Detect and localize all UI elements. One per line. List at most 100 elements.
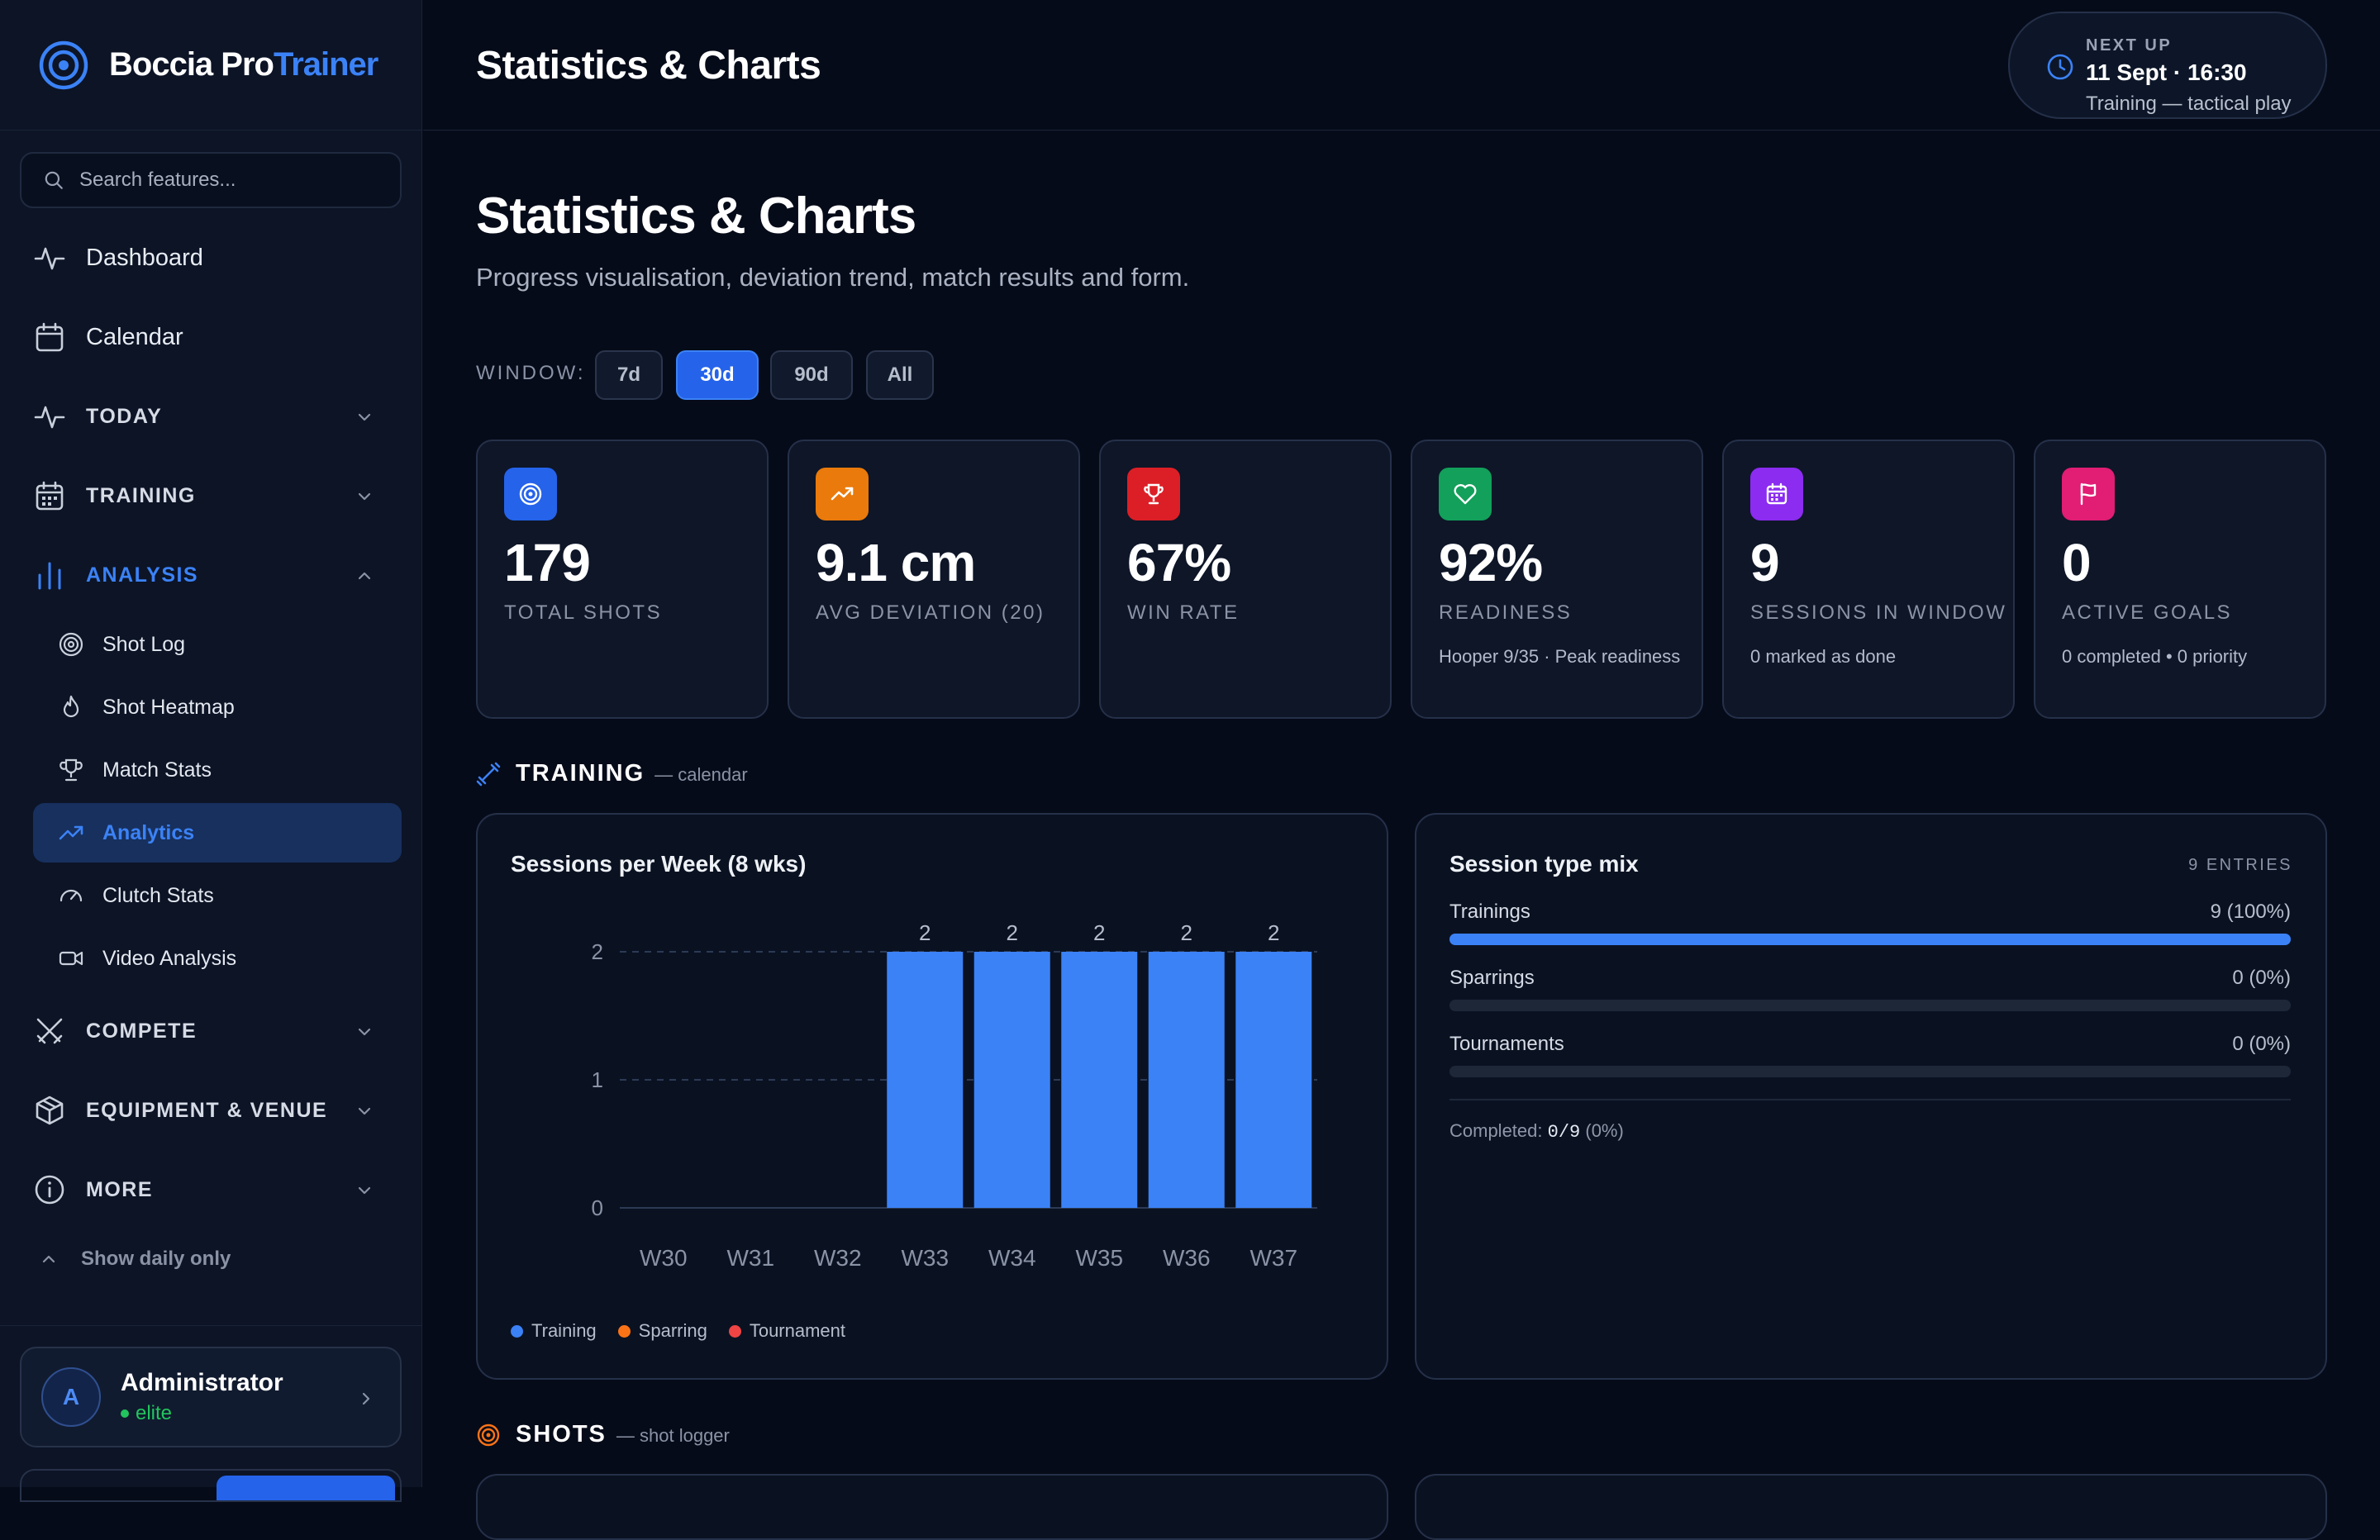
stat-card-avg-deviation[interactable]: 9.1 cm AVG DEVIATION (20) [788,440,1080,719]
nav-today-label: TODAY [86,404,163,428]
mix-track [1449,1066,2291,1077]
window-30d-button[interactable]: 30d [676,350,759,400]
legend-item-training[interactable]: Training [511,1320,597,1342]
user-card[interactable]: A Administrator elite [20,1347,402,1447]
nav-group-today[interactable]: TODAY [33,392,397,441]
user-role-label: elite [136,1402,173,1424]
session-mix-panel: Session type mix 9 ENTRIES Trainings 9 (… [1415,813,2327,1380]
nav-shot-heatmap[interactable]: Shot Heatmap [33,677,402,737]
brand[interactable]: Boccia ProTrainer [0,0,421,131]
topbar: Statistics & Charts NEXT UP 11 Sept · 16… [423,0,2380,131]
nav-shot-log-label: Shot Log [102,632,186,656]
stat-note: Hooper 9/35 · Peak readiness [1439,646,1681,667]
shots-section-header: SHOTS — shot logger [476,1421,730,1448]
legend-dot [728,1324,741,1338]
chevron-right-icon [362,1392,370,1405]
next-up-when: 11 Sept · 16:30 [2086,59,2247,85]
stat-icon-box [816,468,869,520]
nav-video-analysis-label: Video Analysis [102,946,237,970]
clock-icon [2047,54,2073,80]
stat-card-win-rate[interactable]: 67% WIN RATE [1099,440,1392,719]
stat-value: 0 [2062,533,2092,592]
nav-compete-label: COMPETE [86,1019,198,1043]
x-tick-label: W33 [901,1245,949,1271]
mix-value: 0 (0%) [2232,967,2291,989]
trophy-icon [1144,483,1164,505]
status-dot [121,1409,129,1418]
stat-icon-box [2062,468,2115,520]
nav-calendar[interactable]: Calendar [33,312,397,362]
mix-track [1449,1000,2291,1011]
nav-shot-log[interactable]: Shot Log [33,615,402,674]
show-daily-toggle[interactable]: Show daily only [40,1248,231,1271]
window-90d-button[interactable]: 90d [770,350,853,400]
y-tick-label: 0 [592,1195,603,1220]
mix-value: 9 (100%) [2210,901,2291,923]
trophy-icon [60,758,83,782]
stat-card-readiness[interactable]: 92% READINESS Hooper 9/35 · Peak readine… [1411,440,1703,719]
stat-note: 0 marked as done [1750,646,1897,667]
legend-label: Sparring [638,1320,707,1341]
window-7d-button[interactable]: 7d [595,350,663,400]
bar-w33 [887,952,964,1208]
stat-value: 9 [1750,533,1780,592]
bar-value-label: 2 [1007,920,1018,945]
nav-match-stats[interactable]: Match Stats [33,740,402,800]
flame-icon [63,695,79,718]
stat-icon-box [1127,468,1180,520]
nav-video-analysis[interactable]: Video Analysis [33,929,402,988]
footer-active-pill[interactable] [217,1476,395,1500]
heart-icon [1454,484,1477,505]
chart-title: Sessions per Week (8 wks) [511,851,807,877]
shots-panel-left [476,1474,1388,1540]
legend-dot [617,1324,631,1338]
avatar: A [41,1367,101,1427]
stat-card-active-goals[interactable]: 0 ACTIVE GOALS 0 completed • 0 priority [2034,440,2326,719]
mix-fill [1449,934,2291,945]
video-icon [59,951,83,966]
window-all-button[interactable]: All [866,350,934,400]
stat-card-sessions[interactable]: 9 SESSIONS IN WINDOW 0 marked as done [1722,440,2015,719]
legend-item-tournament[interactable]: Tournament [728,1320,845,1342]
chevron-down-icon [358,1028,371,1036]
section-subtitle: — calendar [654,764,748,785]
search-icon [45,171,63,189]
search-input[interactable] [79,169,393,192]
nav-group-training[interactable]: TRAINING [33,471,397,520]
stat-note: 0 completed • 0 priority [2062,646,2248,667]
nav-dashboard[interactable]: Dashboard [33,233,397,283]
nav-group-equipment[interactable]: EQUIPMENT & VENUE [33,1086,397,1135]
x-tick-label: W34 [988,1245,1036,1271]
section-title: SHOTS [516,1421,607,1447]
sidebar-footer-controls [20,1469,402,1502]
window-label: WINDOW: [476,362,586,384]
search-box[interactable] [20,152,402,208]
legend-item-sparring[interactable]: Sparring [617,1320,707,1342]
target-logo-icon [39,40,88,89]
box-icon [36,1096,64,1125]
nav-analytics[interactable]: Analytics [33,803,402,863]
x-tick-label: W30 [640,1245,688,1271]
mix-name: Sparrings [1449,967,1535,989]
completed-pct: (0%) [1585,1120,1624,1141]
nav-group-analysis[interactable]: ANALYSIS [33,550,397,600]
next-up-card[interactable]: NEXT UP 11 Sept · 16:30 Training — tacti… [2008,12,2327,119]
calendar-icon [1766,482,1787,505]
sessions-bar-chart: 0 1 2 W30 W31 W32 2 W33 2 W34 2 W35 2 W36 2 W37 [592,920,1317,1271]
calendar-days-icon [36,481,64,511]
nav-clutch-stats[interactable]: Clutch Stats [33,866,402,925]
nav-group-compete[interactable]: COMPETE [33,1006,397,1056]
stat-value: 9.1 cm [816,533,976,592]
bar-value-label: 2 [1093,920,1105,945]
nav-group-more[interactable]: MORE [33,1165,397,1214]
stat-value: 92% [1439,533,1543,592]
user-role: elite [121,1402,283,1425]
x-tick-label: W35 [1075,1245,1123,1271]
nav-analytics-label: Analytics [102,820,195,844]
mix-row-tournaments: Tournaments 0 (0%) [1449,1033,2291,1077]
stat-card-total-shots[interactable]: 179 TOTAL SHOTS [476,440,769,719]
next-up-what: Training — tactical play [2086,93,2292,115]
nav-more-label: MORE [86,1177,153,1201]
bar-w36 [1148,952,1225,1208]
stat-label: READINESS [1439,601,1573,624]
